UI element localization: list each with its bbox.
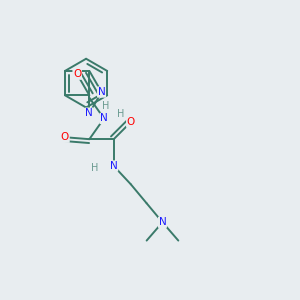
Text: N: N xyxy=(100,113,108,124)
Text: O: O xyxy=(127,117,135,127)
Text: N: N xyxy=(98,87,105,97)
Text: H: H xyxy=(91,164,98,173)
Text: N: N xyxy=(85,108,93,118)
Text: H: H xyxy=(117,109,124,119)
Text: O: O xyxy=(73,69,81,79)
Text: H: H xyxy=(102,101,110,111)
Text: N: N xyxy=(159,217,167,227)
Text: O: O xyxy=(61,132,69,142)
Text: N: N xyxy=(110,161,118,171)
